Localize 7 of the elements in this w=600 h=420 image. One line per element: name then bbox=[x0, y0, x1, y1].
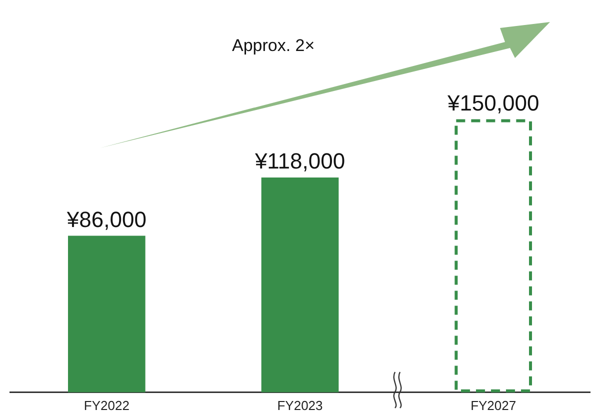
x-tick-label: FY2022 bbox=[84, 398, 130, 413]
data-label: ¥150,000 bbox=[446, 90, 540, 116]
data-label: ¥118,000 bbox=[254, 148, 346, 174]
x-tick-label: FY2023 bbox=[277, 398, 323, 413]
data-label: ¥86,000 bbox=[66, 206, 146, 232]
text: Approx. 2× bbox=[232, 36, 315, 56]
x-tick-label: FY2027 bbox=[470, 398, 516, 413]
